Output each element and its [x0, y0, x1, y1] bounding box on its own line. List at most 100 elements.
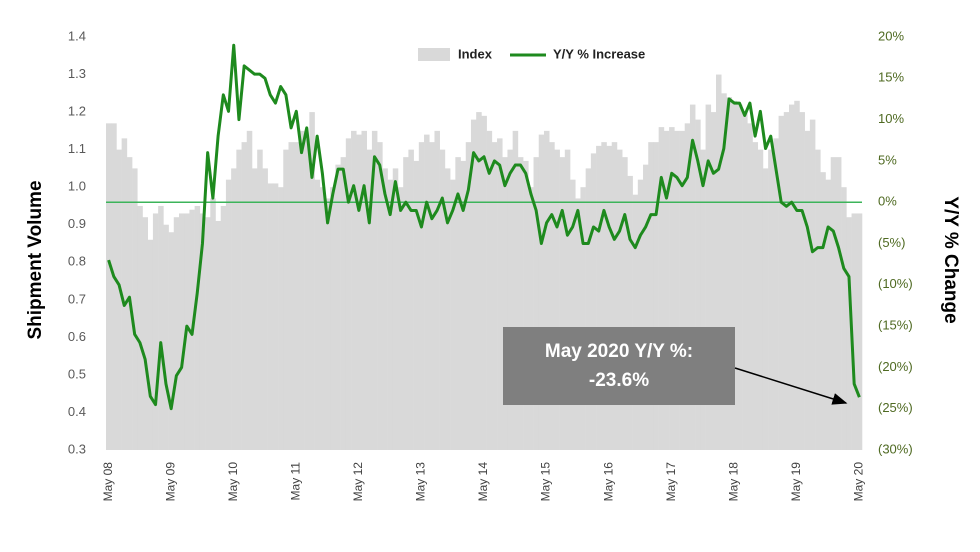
bar	[345, 138, 352, 450]
bar	[815, 149, 821, 451]
bar	[590, 153, 597, 450]
bar	[804, 130, 811, 450]
bar	[241, 142, 248, 451]
bar	[215, 220, 222, 450]
bar	[470, 119, 477, 450]
bar	[163, 224, 169, 450]
bar	[111, 123, 117, 450]
bar	[335, 164, 341, 450]
bar	[246, 130, 253, 450]
bar	[585, 168, 592, 450]
bar	[820, 172, 826, 450]
bar	[809, 119, 816, 450]
bar	[543, 130, 550, 450]
bar	[783, 112, 790, 450]
bar	[481, 115, 487, 450]
bar	[658, 127, 665, 450]
bar	[137, 205, 143, 450]
bar	[351, 130, 357, 450]
bar	[789, 104, 795, 450]
x-tick-label: May 11	[288, 462, 302, 501]
x-tick-label: May 14	[476, 462, 490, 502]
bar	[851, 213, 858, 450]
bar	[778, 115, 785, 450]
bar	[225, 179, 232, 450]
bar	[549, 142, 555, 451]
bar	[403, 157, 409, 451]
bar	[846, 217, 852, 450]
x-tick-label: May 17	[664, 462, 678, 502]
bar	[768, 149, 774, 451]
y2-tick-label: (15%)	[878, 318, 913, 333]
bar	[142, 217, 149, 450]
bar	[444, 168, 451, 450]
x-tick-label: May 20	[852, 462, 866, 502]
bar	[319, 187, 326, 450]
bar	[387, 179, 394, 450]
bar	[512, 130, 519, 450]
x-tick-label: May 16	[601, 462, 615, 502]
bar	[736, 104, 743, 450]
y-tick-label: 1.3	[68, 66, 86, 81]
annotation-arrow	[734, 367, 848, 405]
bar	[643, 164, 649, 450]
x-tick-label: May 15	[539, 462, 553, 502]
bar	[757, 149, 764, 451]
bar	[835, 157, 842, 451]
bar	[679, 130, 686, 450]
bar	[799, 112, 805, 450]
bar	[523, 160, 529, 450]
bar	[304, 138, 310, 450]
bar	[794, 100, 800, 450]
bar	[377, 142, 383, 451]
bar	[392, 168, 399, 450]
y-tick-label: 0.3	[68, 441, 86, 456]
bar	[210, 198, 216, 450]
bar	[674, 130, 680, 450]
y2-tick-label: (30%)	[878, 441, 913, 456]
bar	[580, 187, 586, 450]
bar	[689, 104, 696, 450]
bar	[220, 205, 227, 450]
bar	[106, 123, 112, 450]
bar	[257, 149, 263, 451]
bar	[251, 168, 258, 450]
x-tick-label: May 13	[414, 462, 428, 502]
y-tick-label: 0.8	[68, 254, 86, 269]
annotation-box	[503, 327, 735, 405]
annotation-text: -23.6%	[589, 370, 649, 391]
bar	[507, 149, 513, 451]
y-tick-label: 0.7	[68, 291, 86, 306]
x-tick-label: May 08	[101, 462, 115, 502]
bar	[716, 74, 722, 450]
y-tick-label: 1.0	[68, 179, 86, 194]
y-tick-label: 0.5	[68, 366, 86, 381]
x-tick-label: May 19	[789, 462, 803, 502]
bar	[288, 142, 294, 451]
bar	[653, 142, 659, 451]
bar	[366, 149, 373, 451]
bar	[554, 149, 560, 451]
bar	[611, 142, 618, 451]
bar	[497, 138, 503, 450]
y-tick-label: 0.9	[68, 216, 86, 231]
bar	[559, 157, 566, 451]
bar	[272, 183, 279, 450]
bar	[168, 232, 175, 450]
bar	[762, 168, 769, 450]
x-tick-label: May 12	[351, 462, 365, 502]
bar	[356, 134, 362, 451]
bar	[622, 157, 628, 451]
bar	[538, 134, 545, 451]
bar	[726, 97, 732, 450]
bar	[309, 112, 315, 450]
bar	[705, 104, 712, 450]
bar	[669, 127, 675, 450]
bar	[278, 187, 284, 450]
bar	[533, 157, 540, 451]
bar	[361, 130, 367, 450]
bar	[152, 213, 159, 450]
x-tick-label: May 10	[226, 462, 240, 502]
bar	[236, 149, 242, 451]
bar	[121, 138, 128, 450]
